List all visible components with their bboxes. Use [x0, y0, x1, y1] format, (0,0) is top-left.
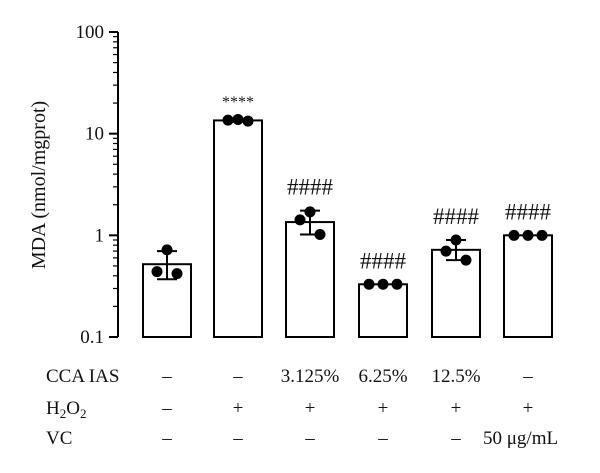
data-point — [460, 254, 472, 266]
significance-annotation: **** — [222, 94, 254, 111]
significance-annotation: #### — [433, 204, 480, 229]
h2o2-value: + — [377, 398, 389, 419]
bar — [503, 234, 553, 338]
data-point — [377, 278, 389, 290]
data-point — [294, 214, 306, 226]
y-tick-label: 100 — [76, 22, 105, 43]
vc-value: – — [378, 428, 388, 449]
data-point — [450, 234, 462, 246]
h2o2-label: H2O2 — [46, 398, 87, 421]
data-point — [391, 278, 403, 290]
significance-annotations: **** #### #### #### #### — [222, 94, 552, 273]
h2o2-value: + — [450, 398, 462, 419]
y-axis-label: MDA (nmol/mgprot) — [28, 101, 50, 269]
data-point — [171, 268, 183, 280]
bar — [431, 248, 481, 338]
bars — [142, 118, 553, 339]
significance-annotation: #### — [505, 199, 552, 224]
cca-ias-value: – — [523, 366, 533, 387]
vc-value: – — [233, 428, 243, 449]
data-point — [522, 229, 534, 241]
significance-annotation: #### — [360, 248, 407, 273]
bar — [213, 119, 263, 339]
data-point — [232, 113, 244, 125]
vc-value: – — [451, 428, 461, 449]
data-point — [161, 244, 173, 256]
data-point — [508, 229, 520, 241]
bar — [358, 283, 408, 339]
cca-ias-label: CCA IAS — [46, 366, 120, 387]
h2o2-value: + — [232, 398, 244, 419]
chart: MDA (nmol/mgprot) 0.1 1 10 100 **** #### ####… — [28, 22, 553, 348]
h2o2-value: + — [522, 398, 534, 419]
data-point — [536, 229, 548, 241]
h2o2-value: – — [162, 398, 172, 419]
cca-ias-value: 6.25% — [358, 366, 408, 387]
cca-ias-value: 12.5% — [431, 366, 481, 387]
bar — [285, 221, 335, 338]
y-tick-label: 1 — [95, 225, 105, 246]
data-point — [304, 206, 316, 218]
cca-ias-value: – — [233, 366, 243, 387]
data-points — [151, 113, 548, 290]
data-point — [222, 114, 234, 126]
data-point — [440, 245, 452, 257]
data-point — [151, 266, 163, 278]
vc-value: – — [162, 428, 172, 449]
vc-value: – — [305, 428, 315, 449]
data-point — [314, 228, 326, 240]
h2o2-value: + — [304, 398, 316, 419]
y-tick-label: 0.1 — [80, 327, 104, 348]
significance-annotation: #### — [287, 175, 334, 200]
cca-ias-value: – — [162, 366, 172, 387]
y-tick-label: 10 — [85, 124, 104, 145]
data-point — [242, 115, 254, 127]
vc-value: 50 μg/mL — [483, 428, 559, 449]
data-point — [363, 278, 375, 290]
y-axis: 0.1 1 10 100 — [76, 22, 119, 348]
vc-label: VC — [46, 428, 73, 449]
cca-ias-value: 3.125% — [280, 366, 340, 387]
